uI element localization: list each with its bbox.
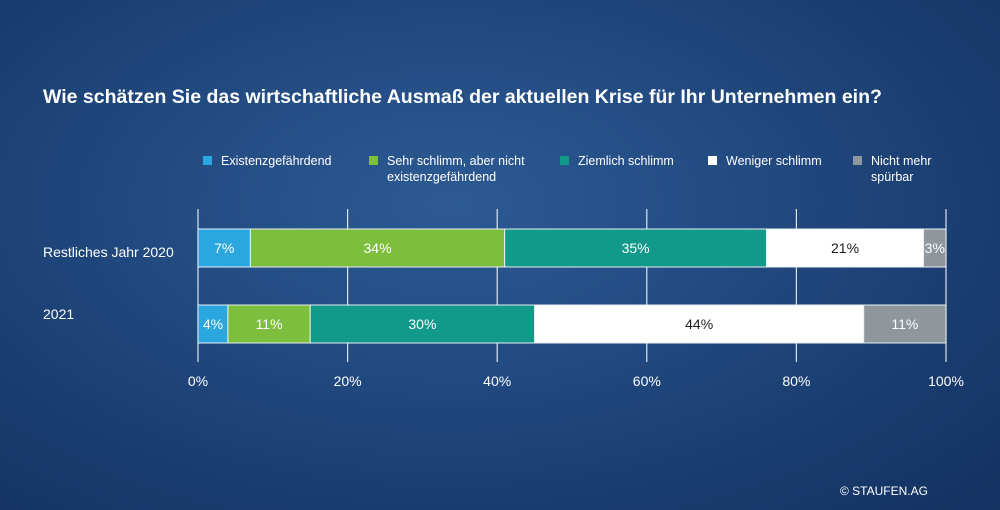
bar-segment — [534, 304, 865, 344]
tick-label: 20% — [334, 373, 362, 389]
data-label: 44% — [685, 316, 713, 332]
tick-label: 40% — [483, 373, 511, 389]
data-label: 7% — [214, 240, 234, 256]
bar-segment — [309, 304, 536, 344]
category-label: Restliches Jahr 2020 — [43, 244, 174, 260]
axes: Restliches Jahr 2020 2021 0% 20% 40% 60% 80% 10… — [43, 244, 964, 389]
bar-segment — [923, 228, 947, 268]
data-label: 3% — [925, 240, 945, 256]
data-label: 34% — [364, 240, 392, 256]
category-label: 2021 — [43, 306, 74, 322]
tick-label: 80% — [782, 373, 810, 389]
bar-segment — [504, 228, 767, 268]
data-label: 4% — [203, 316, 223, 332]
data-labels: 7% 34% 35% 21% 3% 4% 11% 30% 44% 11% — [203, 240, 945, 332]
data-label: 11% — [256, 316, 283, 332]
chart-title: Wie schätzen Sie das wirtschaftliche Aus… — [43, 86, 882, 108]
copyright-notice: © STAUFEN.AG — [840, 484, 928, 498]
bar-segment — [197, 304, 229, 344]
data-label: 35% — [622, 240, 650, 256]
tick-label: 0% — [188, 373, 208, 389]
tick-label: 60% — [633, 373, 661, 389]
bar-segment — [227, 304, 311, 344]
bar-segment — [197, 228, 251, 268]
bar-segment — [863, 304, 947, 344]
tick-label: 100% — [928, 373, 964, 389]
data-label: 30% — [408, 316, 436, 332]
data-label: 21% — [831, 240, 859, 256]
data-label: 11% — [891, 316, 918, 332]
bars — [197, 228, 947, 344]
